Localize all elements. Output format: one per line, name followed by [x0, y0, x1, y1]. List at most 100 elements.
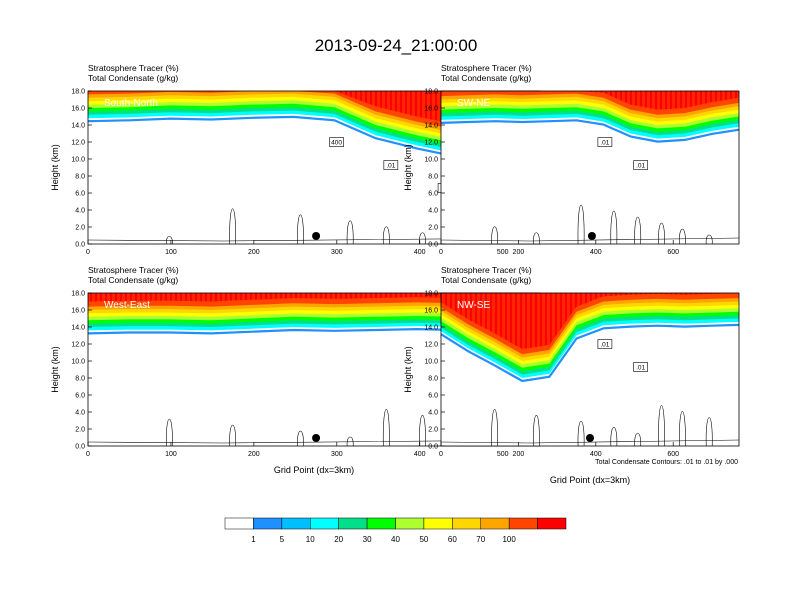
figure-title: 2013-09-24_21:00:00 [315, 36, 478, 55]
x-tick-label: 400 [414, 249, 426, 256]
location-marker [312, 232, 321, 240]
panel-subtitle-tracer: Stratosphere Tracer (%) [88, 265, 179, 275]
y-tick-label: 14.0 [71, 325, 85, 332]
y-tick-label: 10.0 [71, 157, 85, 164]
y-tick-label: 6.0 [428, 393, 438, 400]
tracer-edge [440, 119, 740, 143]
panel-subtitle-condensate: Total Condensate (g/kg) [441, 275, 531, 285]
condensate-contour [297, 214, 304, 245]
colorbar-level-label: 50 [419, 535, 428, 544]
y-tick-label: 4.0 [428, 208, 438, 215]
x-tick-label: 300 [331, 249, 343, 256]
location-marker [312, 434, 321, 442]
y-tick-label: 14.0 [71, 123, 85, 130]
tracer-edge [440, 323, 740, 383]
panel-name-label: South-North [104, 98, 158, 109]
panel-name-label: NW-SE [457, 300, 490, 311]
x-tick-label: 500 [497, 249, 509, 256]
y-tick-label: 14.0 [424, 123, 438, 130]
x-tick-label: 0 [439, 249, 443, 256]
y-tick-label: 0.0 [75, 444, 85, 451]
y-tick-label: 2.0 [428, 225, 438, 232]
x-tick-label: 200 [248, 451, 260, 458]
x-tick-label: 200 [513, 249, 525, 256]
y-tick-label: 12.0 [71, 342, 85, 349]
colorbar-swatch [452, 517, 482, 530]
colorbar-swatch [395, 517, 425, 530]
y-tick-label: 2.0 [75, 427, 85, 434]
colorbar-swatch [253, 517, 283, 530]
y-tick-label: 10.0 [424, 359, 438, 366]
x-tick-label: 0 [439, 451, 443, 458]
contour-label-box [633, 160, 648, 170]
y-axis-label: Height (km) [50, 346, 60, 393]
colorbar-level-label: 30 [363, 535, 372, 544]
condensate-contour [383, 226, 390, 245]
colorbar-swatch [537, 517, 567, 530]
contour-label: .01 [386, 163, 395, 170]
colorbar-swatch [423, 517, 453, 530]
contour-label: .01 [636, 163, 645, 170]
colorbar-swatch [338, 517, 368, 530]
y-tick-label: 8.0 [75, 174, 85, 181]
condensate-contour [705, 234, 713, 245]
tracer-layer-8 [88, 91, 540, 135]
contour-label-box [633, 362, 648, 372]
panel-nw-se: Stratosphere Tracer (%)Total Condensate … [403, 265, 740, 485]
colorbar-level-label: 100 [502, 535, 516, 544]
condensate-contour [166, 236, 173, 245]
condensate-contour [705, 417, 713, 447]
y-tick-label: 18.0 [424, 89, 438, 96]
condensate-contour [419, 414, 426, 447]
x-tick-label: 200 [248, 249, 260, 256]
colorbar-level-label: 5 [280, 535, 285, 544]
panel-subtitle-tracer: Stratosphere Tracer (%) [441, 63, 532, 73]
panel-subtitle-condensate: Total Condensate (g/kg) [88, 275, 178, 285]
y-tick-label: 4.0 [428, 410, 438, 417]
condensate-contour [346, 220, 354, 245]
colorbar-swatch [224, 517, 254, 530]
surface-contour [87, 237, 541, 242]
colorbar: 1 5 10 20 30 40 50 60 70 100 [224, 517, 567, 544]
x-tick-label: 0 [86, 451, 90, 458]
plot-frame [440, 90, 740, 245]
y-tick-label: 2.0 [428, 427, 438, 434]
colorbar-level-label: 20 [334, 535, 343, 544]
surface-contour [440, 439, 740, 444]
surface-contour [440, 237, 740, 242]
y-tick-label: 2.0 [75, 225, 85, 232]
colorbar-swatch [310, 517, 339, 530]
y-tick-label: 14.0 [424, 325, 438, 332]
contour-label-box [597, 137, 613, 147]
y-tick-label: 18.0 [71, 291, 85, 298]
y-tick-label: 0.0 [428, 444, 438, 451]
plot-frame [440, 292, 740, 447]
y-axis-label: Height (km) [403, 144, 413, 191]
y-tick-label: 10.0 [71, 359, 85, 366]
x-tick-label: 300 [331, 451, 343, 458]
y-tick-label: 16.0 [71, 308, 85, 315]
x-tick-label: 400 [590, 451, 602, 458]
x-tick-label: 200 [513, 451, 525, 458]
condensate-contour [297, 430, 304, 447]
y-tick-label: 16.0 [424, 308, 438, 315]
tracer-layer-8 [441, 91, 739, 110]
condensate-contour [658, 222, 665, 245]
y-tick-label: 0.0 [75, 242, 85, 249]
y-tick-label: 16.0 [424, 106, 438, 113]
surface-contour [87, 439, 541, 444]
y-tick-label: 4.0 [75, 208, 85, 215]
x-axis-label: Grid Point (dx=3km) [550, 475, 630, 485]
x-tick-label: 600 [667, 249, 679, 256]
x-tick-label: 500 [497, 451, 509, 458]
location-marker [587, 232, 596, 240]
tracer-layer-8 [441, 293, 739, 350]
panels-group: Stratosphere Tracer (%)Total Condensate … [50, 63, 740, 485]
tracer-layer-8 [88, 293, 540, 302]
contour-label-box [597, 339, 613, 349]
condensate-contour [610, 210, 618, 245]
colorbar-swatch [366, 517, 396, 530]
colorbar-swatch [281, 517, 311, 530]
condensate-contour [346, 436, 354, 447]
